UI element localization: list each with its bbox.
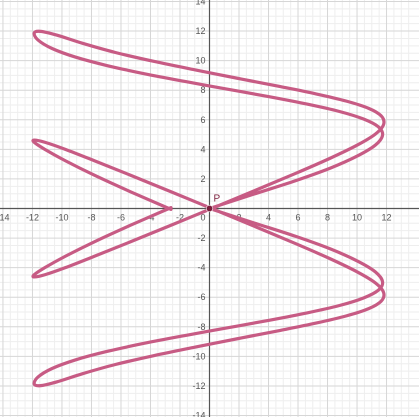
y-tick-label: -14 bbox=[192, 411, 205, 417]
x-tick-label: -2 bbox=[176, 213, 184, 223]
x-tick-label: -12 bbox=[26, 213, 39, 223]
y-tick-label: -6 bbox=[197, 292, 205, 302]
point-p-label: P bbox=[214, 194, 221, 205]
y-tick-label: -10 bbox=[192, 351, 205, 361]
y-tick-label: 10 bbox=[195, 56, 205, 66]
point-p-marker[interactable] bbox=[205, 204, 214, 213]
y-tick-label: 14 bbox=[195, 0, 205, 6]
tick-labels: -14-12-10-8-6-4-2246810121412108642-2-4-… bbox=[0, 0, 392, 417]
curve-upper[interactable] bbox=[31, 29, 386, 279]
y-tick-label: -8 bbox=[197, 322, 205, 332]
y-tick-label: -12 bbox=[192, 381, 205, 391]
x-tick-label: 4 bbox=[266, 213, 271, 223]
y-tick-label: -4 bbox=[197, 263, 205, 273]
x-tick-label: -6 bbox=[117, 213, 125, 223]
x-tick-label: 10 bbox=[352, 213, 362, 223]
origin-label: 0 bbox=[200, 213, 205, 223]
x-tick-label: -8 bbox=[87, 213, 95, 223]
curve-layer[interactable] bbox=[31, 29, 386, 388]
y-tick-label: 12 bbox=[195, 26, 205, 36]
x-tick-label: 12 bbox=[382, 213, 392, 223]
x-tick-label: 6 bbox=[296, 213, 301, 223]
y-tick-label: 6 bbox=[200, 115, 205, 125]
y-tick-label: -2 bbox=[197, 233, 205, 243]
x-tick-label: -10 bbox=[55, 213, 68, 223]
y-tick-label: 4 bbox=[200, 144, 205, 154]
y-tick-label: 2 bbox=[200, 174, 205, 184]
point-layer[interactable]: P bbox=[205, 194, 221, 213]
y-tick-label: 8 bbox=[200, 85, 205, 95]
curve-lower[interactable] bbox=[31, 138, 386, 388]
x-tick-label: 8 bbox=[325, 213, 330, 223]
x-tick-label: -14 bbox=[0, 213, 9, 223]
